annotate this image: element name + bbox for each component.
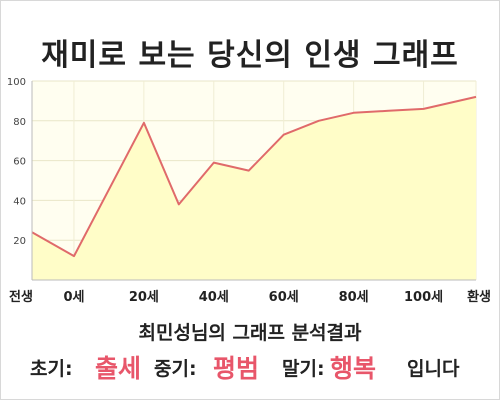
y-tick-label: 80 bbox=[13, 117, 26, 128]
x-tick-label: 80세 bbox=[339, 290, 369, 305]
mid-value: 평범 bbox=[213, 354, 260, 383]
chart-title: 재미로 보는 당신의 인생 그래프 bbox=[41, 38, 459, 73]
y-tick-label: 20 bbox=[13, 236, 26, 247]
analysis-result: 초기: 출세 중기: 평범 말기: 행복 입니다 bbox=[0, 349, 500, 383]
x-tick-label: 40세 bbox=[199, 290, 229, 305]
x-tick-label: 환생 bbox=[467, 289, 491, 305]
y-tick-label: 100 bbox=[7, 77, 26, 88]
x-tick-label: 20세 bbox=[129, 290, 159, 305]
tick-labels: 20 40 60 80 100 전생 0세 20세 40세 60세 80세 100세 환생 bbox=[7, 77, 491, 305]
area-fill bbox=[32, 96, 476, 281]
x-tick-label: 전생 bbox=[9, 289, 33, 305]
x-tick-label: 0세 bbox=[63, 290, 84, 305]
late-label: 말기: bbox=[282, 358, 325, 380]
y-tick-label: 60 bbox=[13, 157, 26, 168]
series-line bbox=[31, 95, 477, 258]
axes bbox=[31, 81, 476, 281]
early-label: 초기: bbox=[30, 358, 73, 380]
mid-label: 중기: bbox=[154, 358, 197, 380]
ending-text: 입니다 bbox=[407, 358, 460, 380]
x-tick-label: 100세 bbox=[404, 290, 443, 305]
y-tick-label: 40 bbox=[13, 196, 26, 207]
x-tick-label: 60세 bbox=[269, 290, 299, 305]
early-value: 출세 bbox=[95, 354, 142, 383]
analysis-subtitle: 최민성님의 그래프 분석결과 bbox=[138, 322, 362, 344]
late-value: 행복 bbox=[330, 354, 377, 383]
